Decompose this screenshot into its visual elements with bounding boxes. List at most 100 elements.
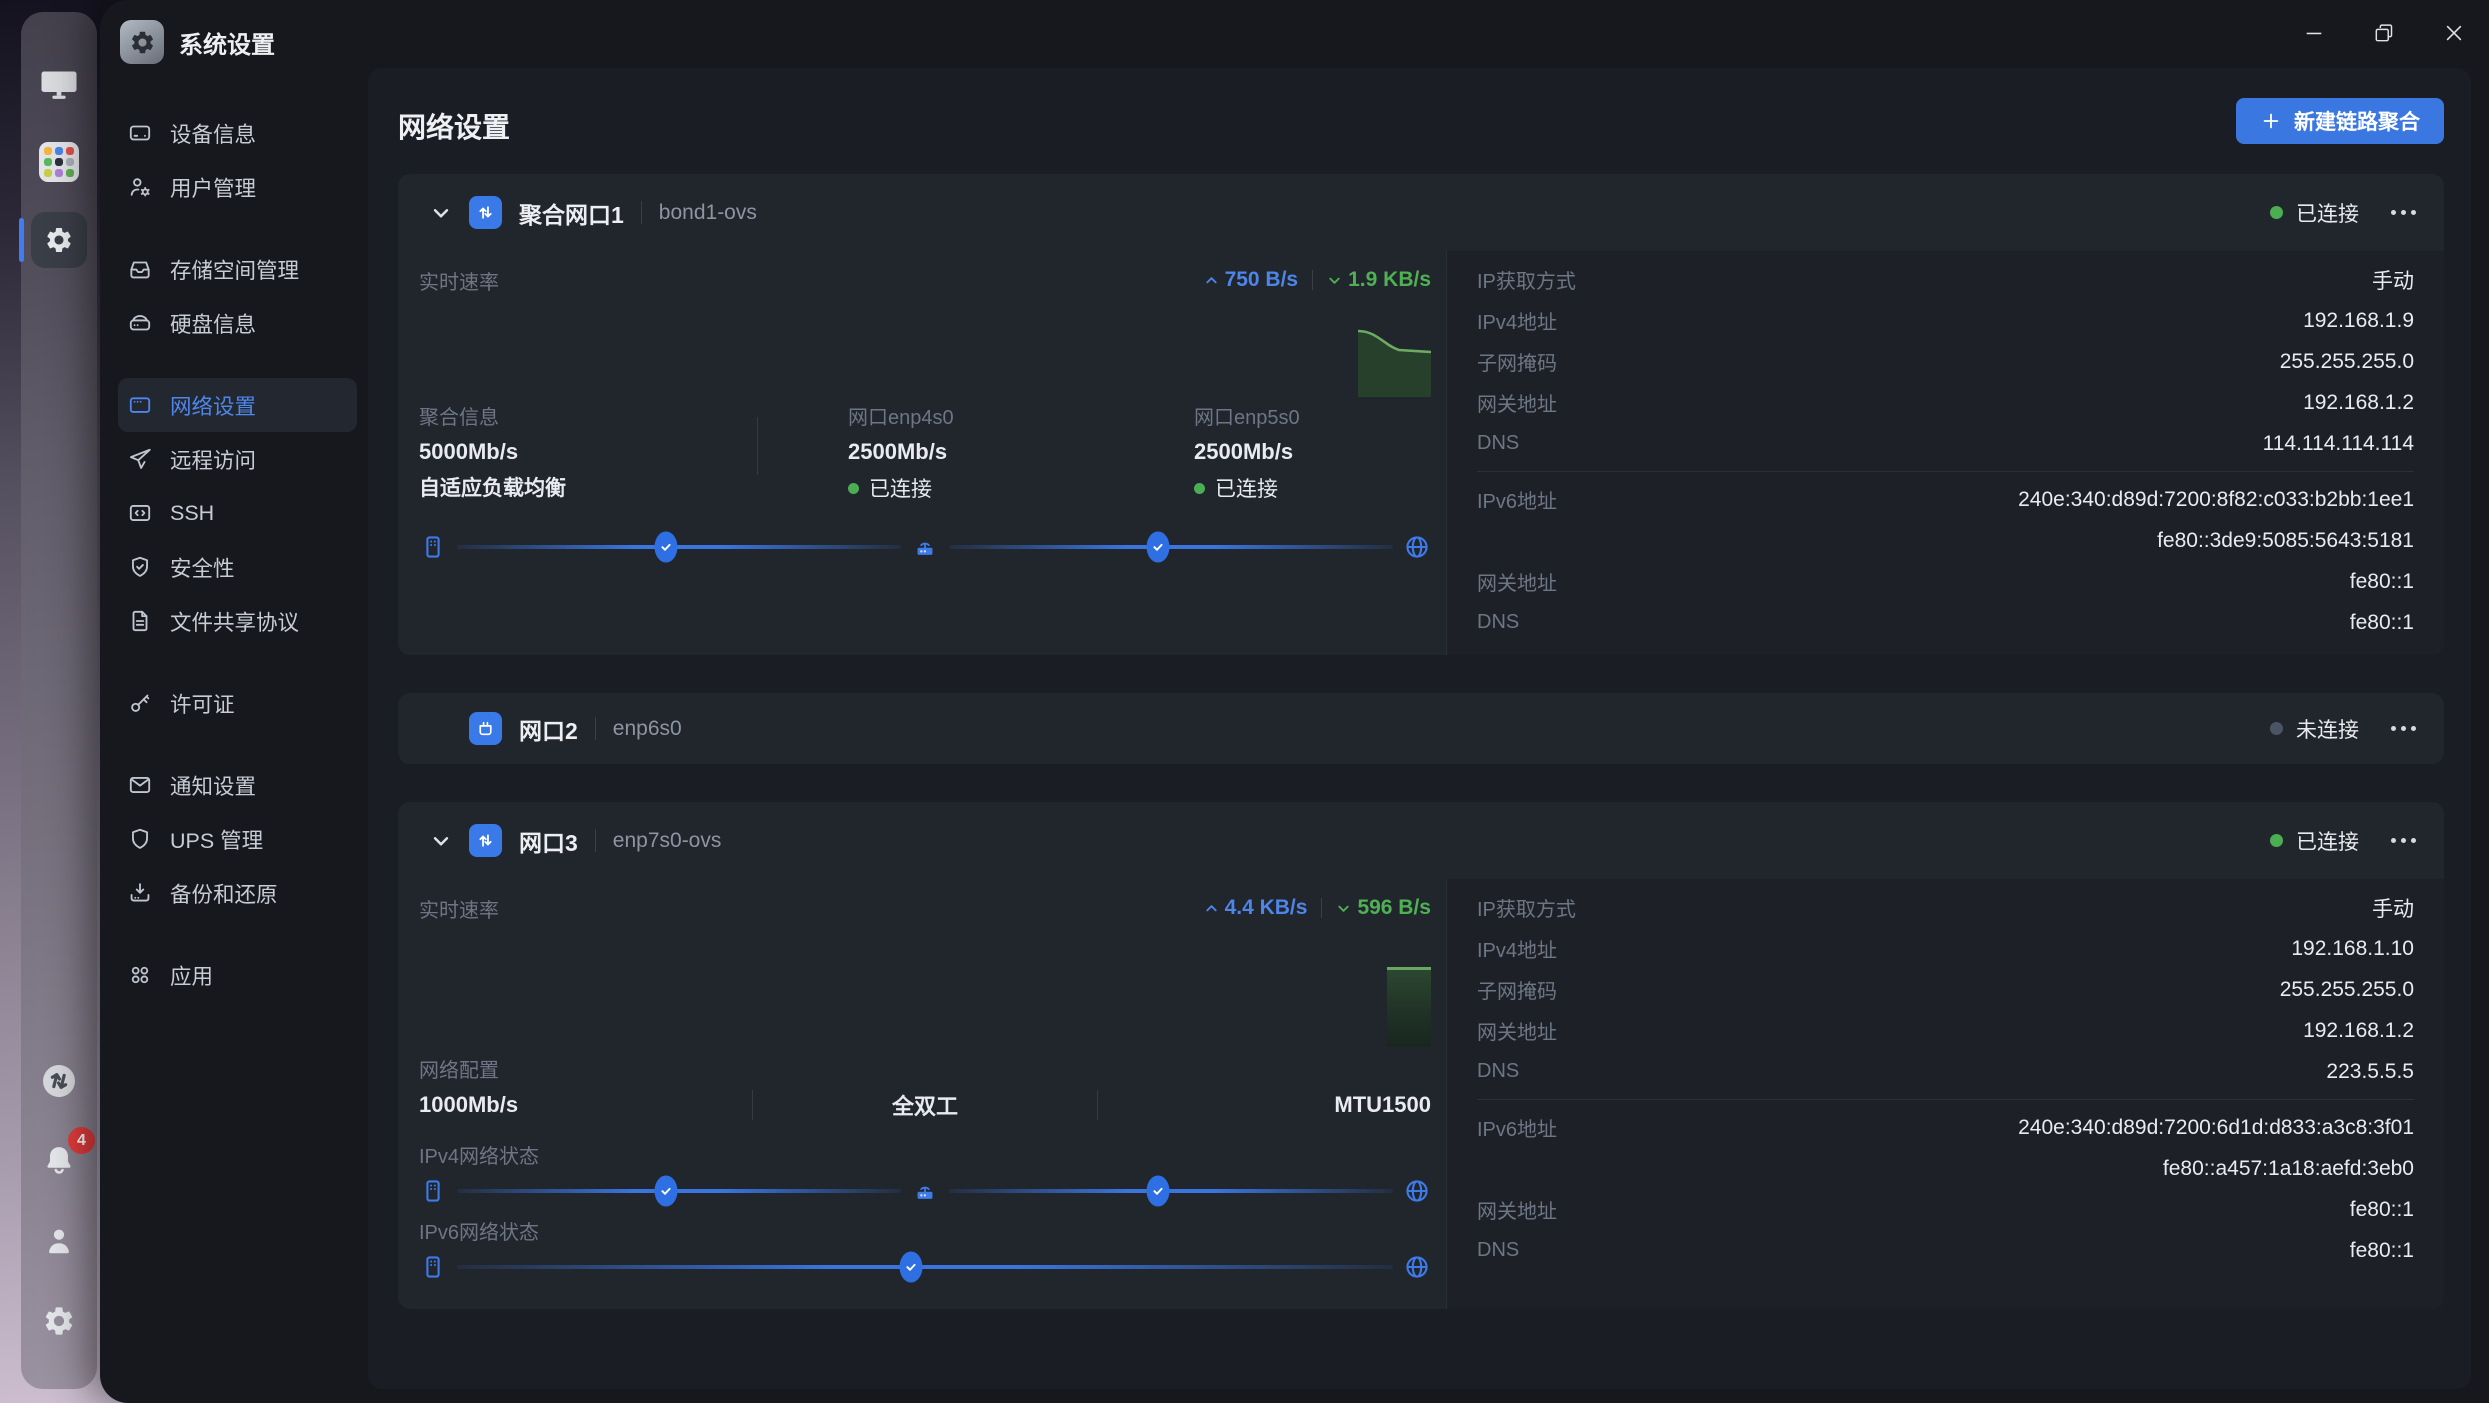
chevron-down-icon[interactable] — [424, 824, 458, 858]
card-bond1-body: 实时速率 750 B/s 1.9 KB/s — [398, 251, 2444, 655]
card-port2-header[interactable]: 网口2 enp6s0 未连接 — [398, 693, 2444, 764]
sidebar-item-file-sharing[interactable]: 文件共享协议 — [118, 594, 357, 648]
sidebar-item-device-info[interactable]: 设备信息 — [118, 106, 357, 160]
ip-label: 网关地址 — [1477, 1195, 1557, 1224]
divider — [1312, 270, 1313, 290]
port-enp5s0-col: 网口enp5s0 2500Mb/s 已连接 — [1194, 401, 1300, 503]
desktop: 4 系统设置 — [0, 0, 2489, 1403]
traffic-area-chart — [1357, 325, 1431, 397]
sidebar-item-label: 通知设置 — [170, 770, 256, 801]
sidebar-item-security[interactable]: 安全性 — [118, 540, 357, 594]
sidebar-item-storage[interactable]: 存储空间管理 — [118, 242, 357, 296]
divider — [1477, 471, 2414, 472]
restore-button[interactable] — [2349, 0, 2419, 66]
active-indicator — [19, 218, 24, 262]
sidebar-item-notifications[interactable]: 通知设置 — [118, 758, 357, 812]
status-dot-green — [2270, 206, 2283, 219]
status-badge: 已连接 — [2270, 826, 2359, 856]
sidebar-item-label: 安全性 — [170, 552, 235, 583]
taskbar-desktop-button[interactable] — [31, 56, 87, 112]
new-bond-button[interactable]: 新建链路聚合 — [2236, 98, 2444, 144]
sidebar-group-gap — [118, 214, 357, 242]
realtime-label: 实时速率 — [419, 266, 499, 295]
card-title: 网口3 — [519, 824, 578, 858]
sidebar-item-ssh[interactable]: SSH — [118, 486, 357, 540]
card-port3-left: 实时速率 4.4 KB/s 596 B/s 网络配置 1 — [398, 879, 1446, 1309]
link-ok-check[interactable] — [654, 1176, 677, 1207]
arrow-down-icon — [1327, 273, 1342, 288]
device-icon — [127, 120, 153, 146]
key-icon — [127, 690, 153, 716]
more-menu-button[interactable] — [2389, 830, 2418, 851]
taskbar-user-button[interactable] — [31, 1213, 87, 1269]
divider — [1477, 1099, 2414, 1100]
sidebar-item-label: 应用 — [170, 960, 213, 991]
arrow-up-icon — [1204, 901, 1219, 916]
ip-value: fe80::1 — [2350, 611, 2414, 635]
sidebar-item-apps[interactable]: 应用 — [118, 948, 357, 1002]
download-speed: 596 B/s — [1336, 896, 1431, 920]
arrow-up-icon — [1204, 273, 1219, 288]
download-speed: 1.9 KB/s — [1327, 268, 1431, 292]
sidebar-item-label: SSH — [170, 501, 214, 526]
taskbar: 4 — [21, 12, 97, 1389]
internet-globe-icon — [1403, 533, 1431, 561]
sidebar-item-remote-access[interactable]: 远程访问 — [118, 432, 357, 486]
monitor-icon — [39, 64, 79, 104]
ip-label: 网关地址 — [1477, 388, 1557, 417]
page-header: 网络设置 新建链路聚合 — [398, 98, 2444, 146]
more-menu-button[interactable] — [2389, 202, 2418, 223]
taskbar-apps-button[interactable] — [31, 134, 87, 190]
close-button[interactable] — [2419, 0, 2489, 66]
ip-value: 114.114.114.114 — [2263, 432, 2414, 456]
ip-label: IPv4地址 — [1477, 306, 1557, 335]
sidebar-item-license[interactable]: 许可证 — [118, 676, 357, 730]
link-ok-check[interactable] — [1146, 1176, 1169, 1207]
ip-value: fe80::1 — [2350, 1239, 2414, 1263]
system-settings-app-icon — [120, 20, 164, 64]
hdd-icon — [127, 310, 153, 336]
arrow-down-icon — [1336, 901, 1351, 916]
ipv6-path-diagram — [419, 1247, 1431, 1287]
taskbar-gear-button[interactable] — [31, 1293, 87, 1349]
sidebar-item-backup[interactable]: 备份和还原 — [118, 866, 357, 920]
status-dot-green — [848, 483, 859, 494]
card-port3-header[interactable]: 网口3 enp7s0-ovs 已连接 — [398, 802, 2444, 879]
link-ok-check[interactable] — [1146, 532, 1169, 563]
link-ok-check[interactable] — [654, 532, 677, 563]
taskbar-notifications-button[interactable]: 4 — [31, 1133, 87, 1189]
taskbar-transfer-button[interactable] — [31, 1053, 87, 1109]
sidebar-item-label: 网络设置 — [170, 390, 256, 421]
ip-value: 255.255.255.0 — [2280, 978, 2414, 1002]
card-bond1-left: 实时速率 750 B/s 1.9 KB/s — [398, 251, 1446, 655]
ip-value: fe80::1 — [2350, 1198, 2414, 1222]
divider — [595, 717, 596, 740]
link-segment — [457, 1265, 1393, 1269]
sidebar-item-label: 备份和还原 — [170, 878, 278, 909]
paper-plane-icon — [127, 446, 153, 472]
ip-value: 手动 — [2372, 893, 2414, 923]
ipv6-status-label: IPv6网络状态 — [419, 1216, 539, 1245]
main-panel: 网络设置 新建链路聚合 聚合网口1 bond1-ovs 已连接 — [368, 68, 2471, 1389]
ip-label: DNS — [1477, 1239, 1519, 1262]
more-menu-button[interactable] — [2389, 718, 2418, 739]
divider — [641, 201, 642, 224]
storage-icon — [127, 256, 153, 282]
minimize-button[interactable] — [2279, 0, 2349, 66]
link-ok-check[interactable] — [899, 1252, 922, 1283]
taskbar-settings-button[interactable] — [31, 212, 87, 268]
sidebar-item-ups[interactable]: UPS 管理 — [118, 812, 357, 866]
user-gear-icon — [127, 174, 153, 200]
apps-grid-icon — [127, 962, 153, 988]
sidebar-item-user-management[interactable]: 用户管理 — [118, 160, 357, 214]
card-port3-body: 实时速率 4.4 KB/s 596 B/s 网络配置 1 — [398, 879, 2444, 1309]
sidebar-item-network-settings[interactable]: 网络设置 — [118, 378, 357, 432]
nas-device-icon — [419, 533, 447, 561]
network-icon — [127, 392, 153, 418]
document-icon — [127, 608, 153, 634]
card-subtitle: enp7s0-ovs — [613, 829, 722, 853]
sidebar-item-disk-info[interactable]: 硬盘信息 — [118, 296, 357, 350]
app-window: 系统设置 设备信息 用户管理 存储空间管理 硬盘信息 — [100, 0, 2489, 1403]
chevron-down-icon[interactable] — [424, 196, 458, 230]
card-bond1-header[interactable]: 聚合网口1 bond1-ovs 已连接 — [398, 174, 2444, 251]
